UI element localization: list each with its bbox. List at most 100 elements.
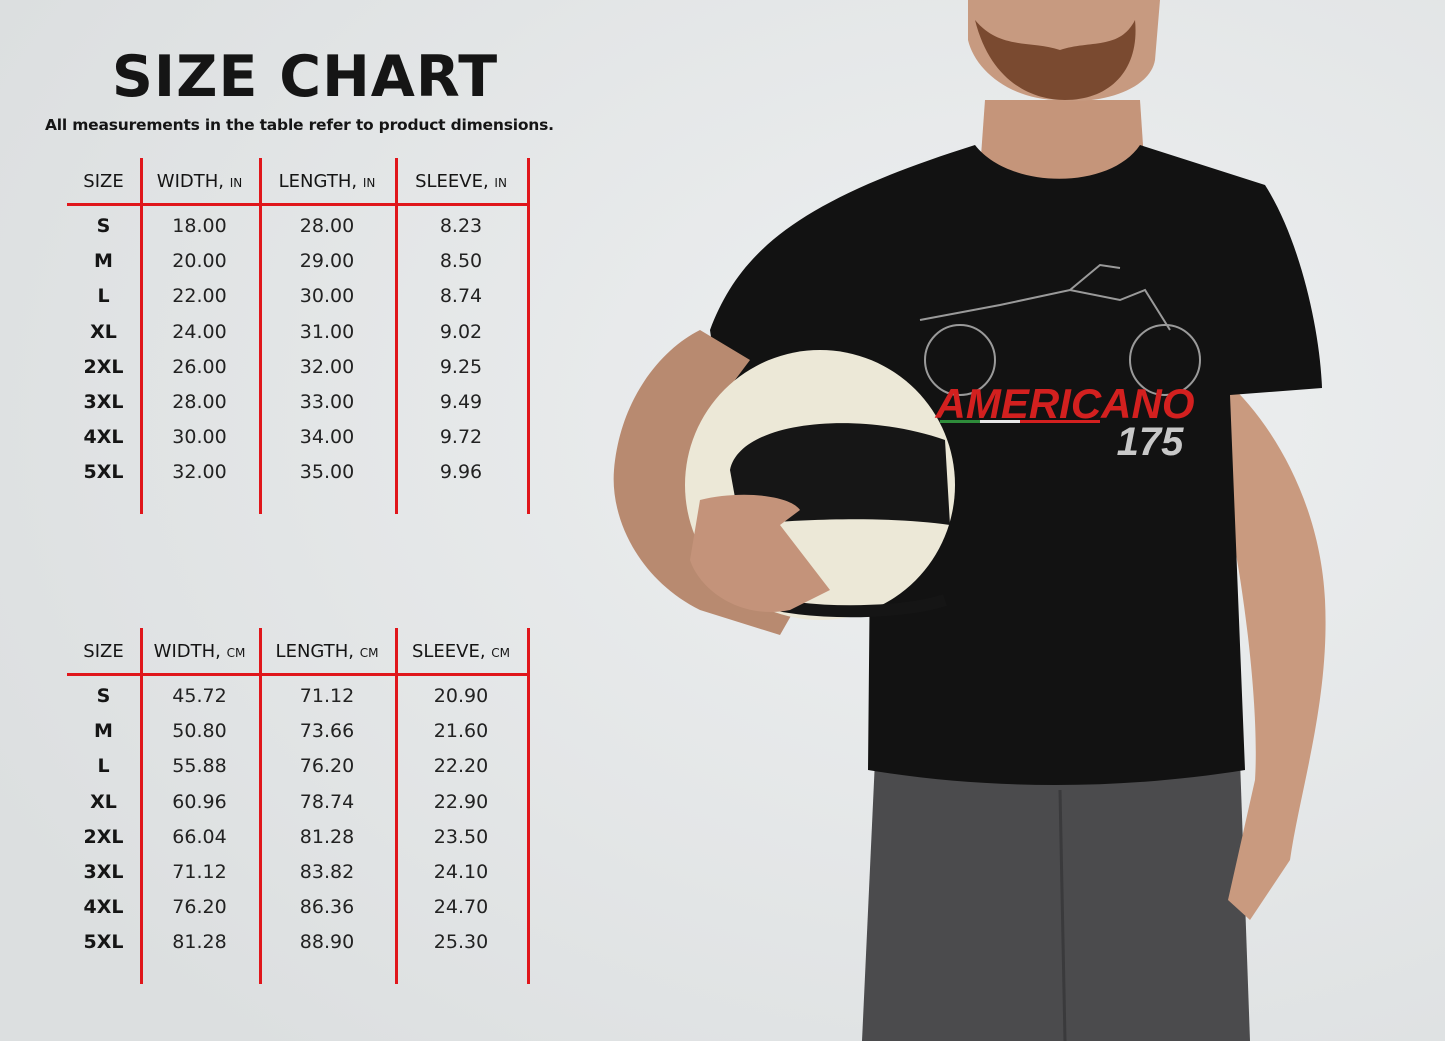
header-label: WIDTH, [156, 171, 224, 192]
measurement-cell: 24.10 [433, 861, 489, 883]
size-label: S [96, 215, 111, 237]
size-label: M [94, 720, 113, 743]
size-label: 4XL [83, 896, 124, 919]
measurement-cell: 22.90 [433, 790, 489, 813]
measurement-cell: 9.49 [439, 391, 483, 413]
t-shirt [710, 145, 1322, 785]
column-divider [140, 158, 143, 514]
measurement-cell: 22.00 [172, 285, 227, 308]
size-label: 5XL [83, 931, 124, 954]
column-divider [259, 628, 262, 984]
size-table-cm: SIZE WIDTH, CM LENGTH, CM SLEEVE, CM S 45.72 7… [67, 628, 530, 984]
measurement-cell: 25.30 [433, 931, 489, 954]
column-header: SLEEVE, IN [395, 171, 527, 192]
measurement-cell: 86.36 [299, 896, 355, 919]
header-label: WIDTH, [153, 641, 221, 662]
measurement-cell: 34.00 [299, 426, 355, 449]
column-divider [395, 158, 398, 514]
measurement-cell: 66.04 [172, 825, 227, 848]
header-label: LENGTH, [275, 641, 354, 662]
header-label: SLEEVE, [411, 641, 486, 662]
measurement-cell: 78.74 [299, 790, 355, 813]
measurement-cell: 55.88 [172, 755, 227, 778]
measurement-cell: 8.74 [439, 285, 483, 308]
size-label: 3XL [83, 391, 124, 413]
measurement-cell: 20.00 [172, 250, 227, 273]
measurement-cell: 9.96 [439, 461, 483, 484]
measurement-cell: 30.00 [299, 285, 355, 308]
column-header: LENGTH, IN [259, 171, 395, 192]
right-arm [1225, 380, 1326, 920]
measurement-cell: 21.60 [433, 720, 489, 743]
size-label: 5XL [83, 461, 124, 484]
measurement-cell: 9.72 [439, 426, 483, 449]
measurement-cell: 8.23 [439, 215, 483, 237]
hand [690, 494, 830, 612]
measurement-cell: 76.20 [172, 896, 227, 919]
size-label: 2XL [83, 825, 124, 848]
header-unit: IN [229, 176, 243, 190]
measurement-cell: 9.02 [439, 320, 483, 343]
measurement-cell: 32.00 [172, 461, 227, 484]
measurement-cell: 24.70 [433, 896, 489, 919]
jeans [862, 760, 1250, 1041]
size-label: XL [90, 790, 117, 813]
motorcycle-graphic [919, 263, 1201, 396]
measurement-cell: 30.00 [172, 426, 227, 449]
measurement-cell: 26.00 [172, 355, 227, 378]
column-divider [259, 158, 262, 514]
measurement-cell: 60.96 [172, 790, 227, 813]
measurement-cell: 9.25 [439, 355, 483, 378]
header-label: SIZE [83, 641, 124, 662]
measurement-cell: 23.50 [433, 825, 489, 848]
measurement-cell: 76.20 [299, 755, 355, 778]
measurement-cell: 88.90 [299, 931, 355, 954]
size-label: L [97, 285, 110, 308]
header-unit: IN [362, 176, 376, 190]
measurement-cell: 31.00 [299, 320, 355, 343]
size-label: 3XL [83, 861, 124, 883]
column-header: LENGTH, CM [259, 641, 395, 662]
header-label: SLEEVE, [415, 171, 489, 192]
measurement-cell: 73.66 [299, 720, 355, 743]
header-divider [67, 673, 529, 676]
size-label: 2XL [83, 355, 124, 378]
column-header: SLEEVE, CM [395, 641, 527, 662]
beard [975, 20, 1136, 100]
column-header: SIZE [67, 171, 140, 192]
measurement-cell: 29.00 [299, 250, 355, 273]
measurement-cell: 18.00 [172, 215, 227, 237]
measurement-cell: 81.28 [299, 825, 355, 848]
size-label: XL [90, 320, 117, 343]
size-label: L [97, 755, 110, 778]
header-divider [67, 203, 529, 206]
column-header: WIDTH, CM [140, 641, 259, 662]
measurement-cell: 20.90 [433, 685, 489, 707]
measurement-cell: 83.82 [299, 861, 355, 883]
header-unit: CM [491, 646, 511, 660]
header-unit: CM [359, 646, 379, 660]
size-label: M [94, 250, 113, 273]
column-header: SIZE [67, 641, 140, 662]
size-label: S [96, 685, 111, 707]
measurement-cell: 28.00 [299, 215, 355, 237]
header-unit: CM [226, 646, 246, 660]
shirt-print-text: AMERICANO [935, 380, 1195, 427]
measurement-cell: 8.50 [439, 250, 483, 273]
size-table-inches: SIZE WIDTH, IN LENGTH, IN SLEEVE, IN S 18.00 2… [67, 158, 530, 514]
measurement-cell: 28.00 [172, 391, 227, 413]
measurement-cell: 35.00 [299, 461, 355, 484]
page-title: SIZE CHART [111, 44, 499, 110]
measurement-cell: 81.28 [172, 931, 227, 954]
column-divider [395, 628, 398, 984]
measurement-cell: 50.80 [172, 720, 227, 743]
measurement-cell: 71.12 [172, 861, 227, 883]
size-label: 4XL [83, 426, 124, 449]
header-label: LENGTH, [278, 171, 358, 192]
column-divider [527, 628, 530, 984]
column-divider [527, 158, 530, 514]
header-unit: IN [494, 176, 507, 190]
measurement-cell: 32.00 [299, 355, 355, 378]
neck [980, 100, 1145, 194]
